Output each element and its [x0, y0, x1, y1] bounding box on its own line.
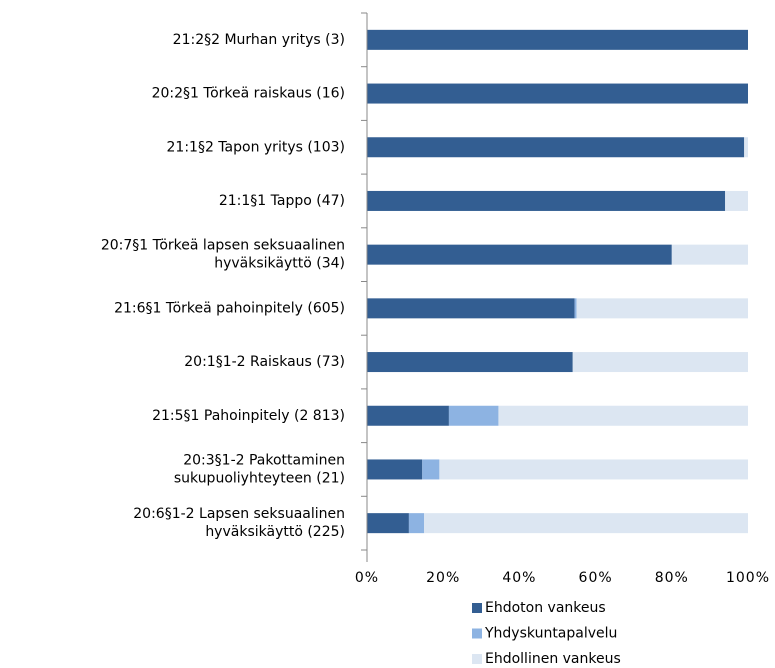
bar-segment: [367, 298, 575, 319]
bar-segment: [498, 405, 748, 426]
x-tick-label: 60%: [579, 570, 613, 586]
bar-segment: [367, 244, 672, 265]
bar-segment: [422, 459, 440, 480]
legend-label: Yhdyskuntapalvelu: [484, 626, 617, 642]
bar-segment: [671, 244, 748, 265]
bar-segment: [744, 137, 748, 158]
legend-label: Ehdoton vankeus: [485, 600, 606, 616]
bar-segment: [725, 190, 748, 211]
legend-swatch: [472, 654, 482, 664]
x-tick-label: 40%: [502, 570, 536, 586]
category-label: 21:1§2 Tapon yritys (103): [167, 139, 345, 155]
bar-segment: [367, 29, 748, 50]
bar-segment: [448, 405, 499, 426]
bar-segment: [408, 513, 425, 534]
bar-segment: [424, 513, 748, 534]
bar-segment: [367, 352, 573, 373]
category-label: 20:6§1-2 Lapsen seksuaalinen hyväksikäytt…: [133, 506, 345, 540]
category-label: 20:1§1-2 Raiskaus (73): [184, 354, 345, 370]
bar-segment: [367, 405, 449, 426]
bar-segment: [367, 190, 726, 211]
x-tick-label: 80%: [655, 570, 689, 586]
category-label: 21:5§1 Pahoinpitely (2 813): [152, 408, 345, 424]
bar-segment: [367, 83, 748, 104]
bar-segment: [576, 298, 748, 319]
x-tick-label: 100%: [726, 570, 770, 586]
category-label: 21:1§1 Tappo (47): [219, 193, 345, 209]
bar-segment: [574, 298, 577, 319]
legend-label: Ehdollinen vankeus: [485, 651, 621, 667]
bar-segment: [367, 137, 745, 158]
bar-segment: [367, 513, 409, 534]
category-label: 20:2§1 Törkeä raiskaus (16): [152, 86, 345, 102]
x-tick-label: 0%: [355, 570, 379, 586]
category-label: 21:2§2 Murhan yritys (3): [173, 32, 345, 48]
legend-swatch: [472, 603, 482, 613]
bar-segment: [572, 352, 748, 373]
category-label: 20:3§1-2 Pakottaminen sukupuoliyhteyteen …: [174, 452, 345, 486]
legend-swatch: [472, 628, 482, 639]
category-label: 20:7§1 Törkeä lapsen seksuaalinen hyväksi…: [101, 238, 345, 272]
x-tick-label: 20%: [426, 570, 460, 586]
bar-segment: [439, 459, 748, 480]
bar-segment: [367, 459, 423, 480]
category-label: 21:6§1 Törkeä pahoinpitely (605): [114, 300, 345, 316]
